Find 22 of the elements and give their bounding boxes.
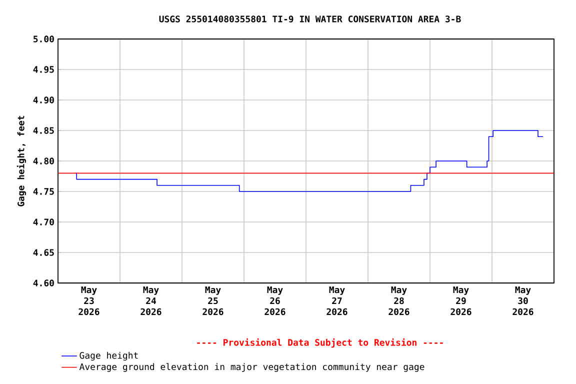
legend-label: Average ground elevation in major vegetation community near gage [79, 363, 424, 372]
y-tick-label: 4.85 [33, 127, 54, 134]
y-tick-label: 4.70 [33, 218, 54, 226]
x-tick-label: May 26 2026 [264, 286, 286, 316]
legend-label: Gage height [80, 352, 138, 361]
x-tick-label: May 25 2026 [202, 286, 224, 316]
x-tick-label: May 27 2026 [326, 286, 348, 316]
x-tick-label: May 28 2026 [388, 286, 410, 316]
y-tick-label: 4.75 [33, 188, 54, 195]
y-tick-label: 4.60 [33, 280, 54, 286]
y-tick-label: 5.00 [34, 36, 54, 42]
chart-title: USGS 255014080355801 TI-9 IN WATER CONSERVATION AREA 3-B [159, 16, 461, 22]
x-tick-label: May 29 2026 [450, 286, 472, 316]
x-tick-label: May 30 2026 [512, 286, 534, 316]
y-tick-label: 4.90 [33, 96, 54, 104]
text: ---- Provisional Data Subject to Revision ---- [197, 338, 443, 348]
y-tick-label: 4.95 [33, 66, 54, 73]
x-tick-label: May 24 2026 [140, 286, 162, 316]
x-tick-label: May 23 2026 [78, 286, 100, 316]
y-tick-label: 4.65 [33, 249, 54, 256]
y-axis-title: Gage height, feet [16, 116, 26, 206]
y-tick-label: 4.80 [33, 158, 54, 164]
